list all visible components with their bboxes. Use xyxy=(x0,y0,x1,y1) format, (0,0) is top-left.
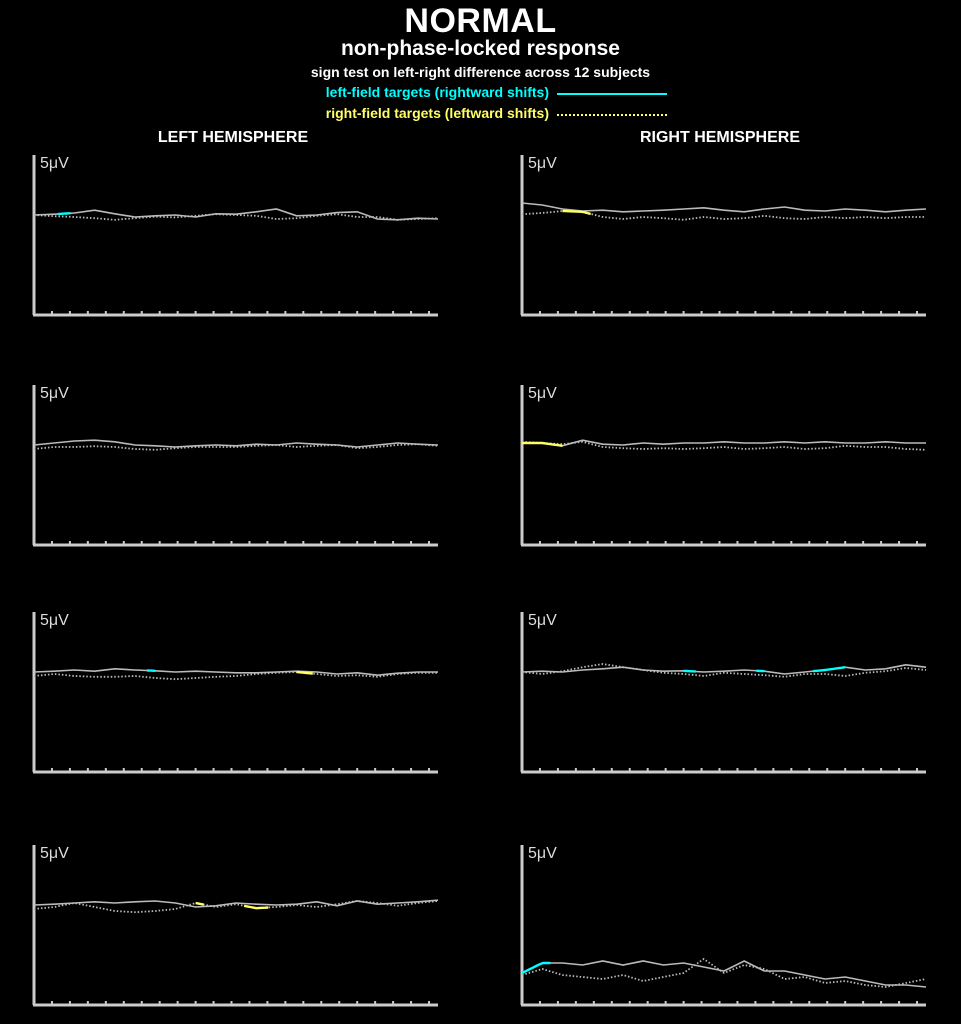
legend-entry-right-field: right-field targets (leftward shifts) xyxy=(0,105,961,125)
significance-mark xyxy=(756,669,765,673)
significance-mark xyxy=(521,961,551,975)
trace-dotted xyxy=(33,900,439,914)
significance-mark xyxy=(243,904,269,910)
figure-title: NORMAL xyxy=(404,2,557,40)
legend-entry-left-field: left-field targets (rightward shifts) xyxy=(0,84,961,104)
figure-subtitle: non-phase-locked response xyxy=(341,37,620,60)
panel-left-row-2: 5μV xyxy=(32,385,439,547)
significance-mark xyxy=(522,441,563,447)
trace-solid xyxy=(521,960,927,988)
scale-label: 5μV xyxy=(40,155,69,172)
trace-dotted xyxy=(33,671,438,681)
scale-label: 5μV xyxy=(40,845,69,862)
trace-dotted xyxy=(33,213,439,221)
trace-solid xyxy=(33,667,438,677)
right-hemisphere-heading: RIGHT HEMISPHERE xyxy=(639,129,800,146)
trace-solid xyxy=(522,439,926,447)
trace-solid xyxy=(521,202,927,213)
trace-dotted xyxy=(521,957,927,988)
trace-dotted xyxy=(33,443,439,451)
scale-label: 5μV xyxy=(528,155,557,172)
trace-dotted xyxy=(521,663,927,678)
panel-left-row-4: 5μV xyxy=(32,845,439,1007)
legend-swatch-solid xyxy=(557,93,667,95)
figure-note: sign test on left-right difference acros… xyxy=(310,64,651,80)
scale-label: 5μV xyxy=(528,612,557,629)
panel-left-row-3: 5μV xyxy=(32,612,438,774)
significance-mark xyxy=(562,209,591,216)
trace-dotted xyxy=(521,440,927,451)
legend-label-left-field: left-field targets (rightward shifts) xyxy=(325,84,549,100)
significance-mark xyxy=(296,670,313,675)
scale-label: 5μV xyxy=(40,612,69,629)
significance-mark xyxy=(195,901,204,906)
trace-solid xyxy=(33,208,439,221)
panel-right-row-2: 5μV xyxy=(520,385,927,547)
panel-right-row-4: 5μV xyxy=(520,845,927,1007)
significance-mark xyxy=(58,212,71,216)
panel-right-row-3: 5μV xyxy=(520,612,927,774)
legend-label-right-field: right-field targets (leftward shifts) xyxy=(325,105,549,121)
significance-mark xyxy=(683,669,696,673)
panel-right-row-1: 5μV xyxy=(520,155,927,317)
significance-mark xyxy=(812,666,846,673)
left-hemisphere-heading: LEFT HEMISPHERE xyxy=(157,129,309,146)
scale-label: 5μV xyxy=(528,385,557,402)
scale-label: 5μV xyxy=(40,385,69,402)
trace-solid xyxy=(521,663,927,675)
trace-solid xyxy=(33,439,439,448)
legend-swatch-dotted xyxy=(557,114,667,116)
scale-label: 5μV xyxy=(528,845,557,862)
panel-left-row-1: 5μV xyxy=(32,155,439,317)
